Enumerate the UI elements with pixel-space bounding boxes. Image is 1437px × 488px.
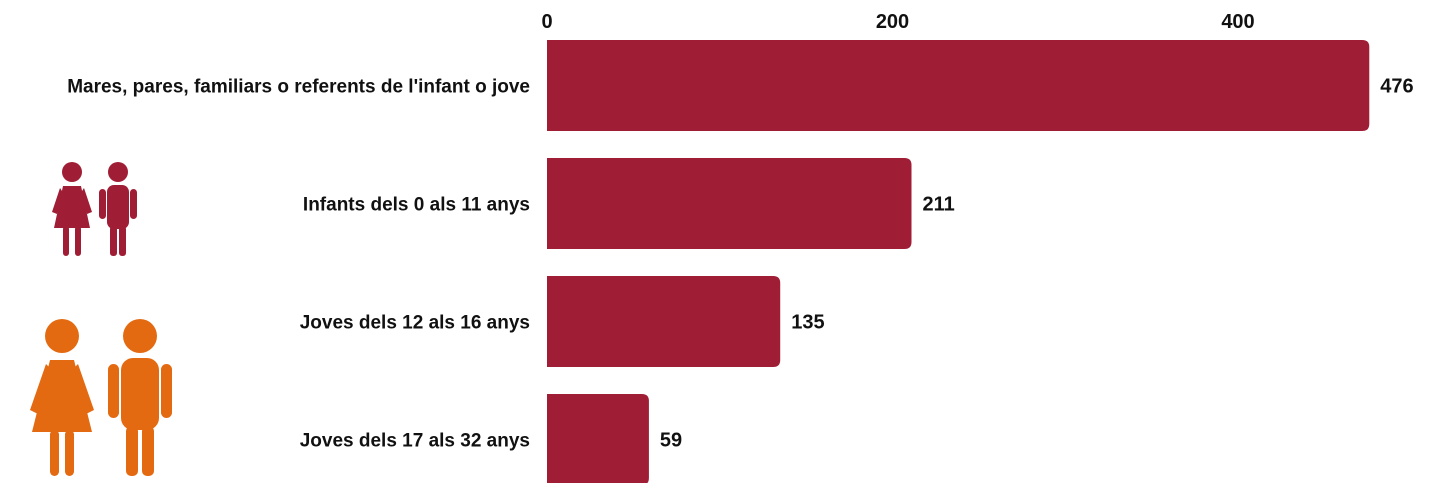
x-tick-label: 0 [541,11,552,33]
value-labels: 476 211 135 59 [660,76,1414,452]
category-label: Joves dels 17 als 32 anys [300,431,530,452]
girl-figure-icon [52,162,92,256]
category-label: Infants dels 0 als 11 anys [303,195,530,216]
boy-figure-icon [99,162,137,256]
youth-figures-icon [30,319,172,476]
value-label: 59 [660,430,682,452]
young-woman-figure-icon [30,319,94,476]
bar [547,40,1370,131]
value-label: 211 [923,194,955,216]
children-figures-icon [52,162,137,256]
young-man-figure-icon [108,319,172,476]
value-label: 135 [791,312,824,334]
x-tick-label: 400 [1221,11,1254,33]
bar [547,394,649,485]
bar [547,276,781,367]
bar [547,158,912,249]
x-axis-ticks: 0 200 400 [541,11,1254,33]
category-labels: Mares, pares, familiars o referents de l… [67,77,530,452]
bars-group [547,40,1370,485]
category-label: Joves dels 12 als 16 anys [300,313,530,334]
x-tick-label: 200 [876,11,909,33]
value-label: 476 [1380,76,1413,98]
category-label: Mares, pares, familiars o referents de l… [67,77,530,98]
